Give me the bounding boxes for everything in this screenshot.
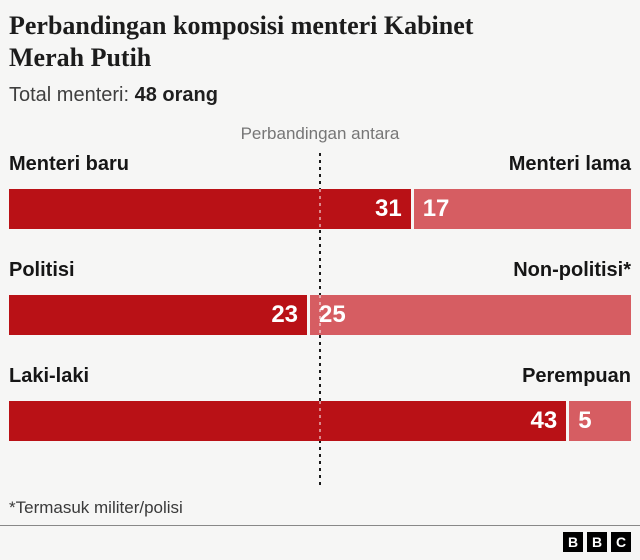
split-bar: 31 17 [9, 189, 631, 230]
center-axis-label: Perbandingan antara [240, 124, 400, 144]
bar-row: Politisi Non-politisi* 23 25 [9, 259, 631, 336]
left-value-label: 23 [271, 301, 299, 329]
row-labels: Politisi Non-politisi* [9, 259, 631, 282]
chart-subtitle: Total menteri: 48 orang [0, 84, 640, 107]
bar-center-dashes [319, 401, 321, 442]
chart-title: Perbandingan komposisi menteri Kabinet M… [9, 11, 474, 72]
left-category-label: Menteri baru [9, 153, 130, 176]
right-category-label: Non-politisi* [513, 259, 631, 282]
row-labels: Menteri baru Menteri lama [9, 153, 631, 176]
right-value-label: 25 [319, 301, 346, 329]
right-value-label: 17 [422, 195, 450, 223]
left-bar-segment: 23 [9, 295, 308, 336]
right-bar-segment: 25 [310, 295, 631, 336]
row-labels: Laki-laki Perempuan [9, 365, 631, 388]
right-value-label: 5 [578, 407, 592, 435]
subtitle-label: Total menteri: [9, 84, 130, 107]
left-value-label: 31 [375, 195, 402, 223]
bar-row: Laki-laki Perempuan 43 5 [9, 365, 631, 442]
right-category-label: Perempuan [522, 365, 631, 388]
left-category-label: Laki-laki [9, 365, 90, 388]
split-bar: 43 5 [9, 401, 631, 442]
left-bar-segment: 43 [9, 401, 567, 442]
footer-divider [0, 525, 640, 527]
subtitle-value: 48 orang [134, 84, 218, 107]
bar-center-dashes [319, 295, 321, 336]
left-bar-segment: 31 [9, 189, 411, 230]
bbc-logo-block: C [611, 532, 631, 553]
comparison-chart: Perbandingan antara Menteri baru Menteri … [0, 124, 640, 490]
footnote: *Termasuk militer/polisi [9, 498, 183, 518]
bar-rows: Menteri baru Menteri lama 31 17 Politisi Non-… [9, 153, 631, 442]
bbc-logo-block: B [587, 532, 607, 553]
bar-center-dashes [319, 189, 321, 230]
right-bar-segment: 17 [413, 189, 631, 230]
left-category-label: Politisi [9, 259, 75, 282]
bbc-logo-block: B [563, 532, 583, 553]
split-bar: 23 25 [9, 295, 631, 336]
right-category-label: Menteri lama [508, 153, 631, 176]
left-value-label: 43 [530, 407, 558, 435]
bar-row: Menteri baru Menteri lama 31 17 [9, 153, 631, 230]
right-bar-segment: 5 [569, 401, 631, 442]
